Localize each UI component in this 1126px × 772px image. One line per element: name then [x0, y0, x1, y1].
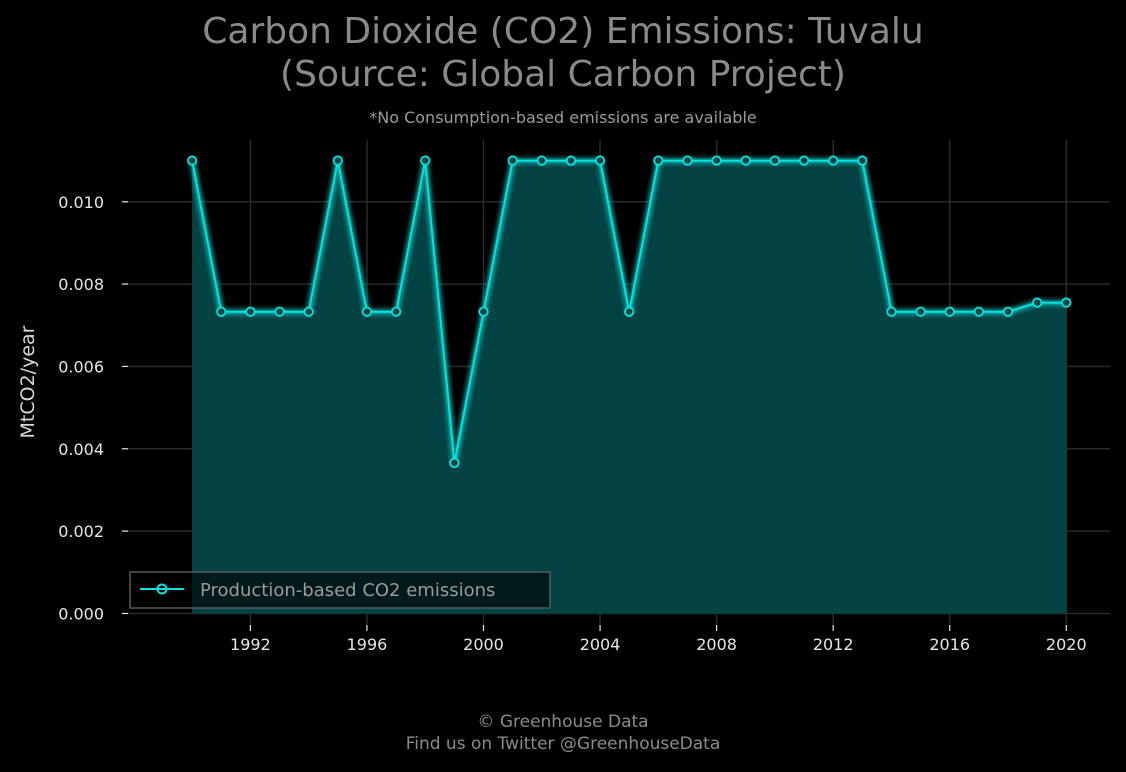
- data-point: [915, 306, 926, 317]
- series-area-fill: [192, 160, 1067, 614]
- data-point: [944, 306, 955, 317]
- y-tick-label: 0.010: [58, 193, 104, 212]
- data-point: [507, 155, 518, 166]
- data-point: [594, 155, 606, 166]
- data-point: [1032, 297, 1043, 308]
- y-tick-label: 0.004: [58, 440, 104, 459]
- y-tick-label: 0.000: [58, 604, 104, 623]
- x-tick-label: 1992: [230, 635, 271, 654]
- y-tick-label: 0.008: [58, 275, 104, 294]
- data-point: [361, 306, 373, 317]
- x-tick-label: 2012: [813, 635, 854, 654]
- chart-subtitle: *No Consumption-based emissions are avai…: [369, 108, 757, 127]
- data-point: [390, 306, 402, 317]
- data-point: [536, 155, 547, 166]
- data-point: [624, 306, 635, 317]
- y-axis: 0.000 0.002 0.004 0.006 0.008 0.010: [58, 193, 128, 623]
- data-point: [769, 155, 780, 166]
- data-point: [973, 306, 984, 317]
- x-tick-label: 2004: [580, 635, 621, 654]
- legend-box: [129, 571, 551, 609]
- chart-title-line2: (Source: Global Carbon Project): [280, 54, 846, 95]
- legend-label: Production-based CO2 emissions: [200, 580, 495, 601]
- data-point: [653, 155, 664, 166]
- data-point: [303, 306, 314, 317]
- data-point: [449, 457, 460, 468]
- legend-point-marker: [156, 583, 168, 595]
- data-point: [420, 155, 431, 166]
- legend: Production-based CO2 emissions: [129, 571, 551, 609]
- data-point: [332, 155, 343, 166]
- x-tick-label: 1996: [347, 635, 388, 654]
- y-tick-label: 0.002: [58, 522, 104, 541]
- footer-twitter: Find us on Twitter @GreenhouseData: [405, 734, 721, 754]
- data-point: [187, 155, 198, 166]
- chart-title-line1: Carbon Dioxide (CO2) Emissions: Tuvalu: [202, 11, 924, 52]
- y-tick-label: 0.006: [58, 357, 104, 376]
- x-tick-label: 2000: [463, 635, 504, 654]
- data-point: [886, 306, 897, 317]
- data-point: [1002, 306, 1014, 317]
- series-points: [187, 155, 1072, 468]
- data-point: [828, 155, 839, 166]
- data-point: [478, 306, 489, 317]
- data-point: [857, 155, 868, 166]
- data-point: [565, 155, 577, 166]
- x-tick-label: 2020: [1046, 635, 1087, 654]
- chart-title: Carbon Dioxide (CO2) Emissions: Tuvalu (…: [0, 10, 1126, 96]
- footer: © Greenhouse Data Find us on Twitter @Gr…: [0, 711, 1126, 755]
- x-tick-label: 2008: [696, 635, 737, 654]
- data-point: [245, 306, 256, 317]
- data-point: [216, 306, 227, 317]
- data-point: [274, 306, 285, 317]
- data-point: [798, 155, 810, 166]
- x-tick-label: 2016: [929, 635, 970, 654]
- data-point: [711, 155, 722, 166]
- x-axis: 1992 1996 2000 2004 2008 2012 2016 2020: [230, 625, 1087, 654]
- footer-copyright: © Greenhouse Data: [477, 712, 649, 732]
- data-point: [740, 155, 751, 166]
- data-point: [1061, 297, 1072, 308]
- data-point: [682, 155, 693, 166]
